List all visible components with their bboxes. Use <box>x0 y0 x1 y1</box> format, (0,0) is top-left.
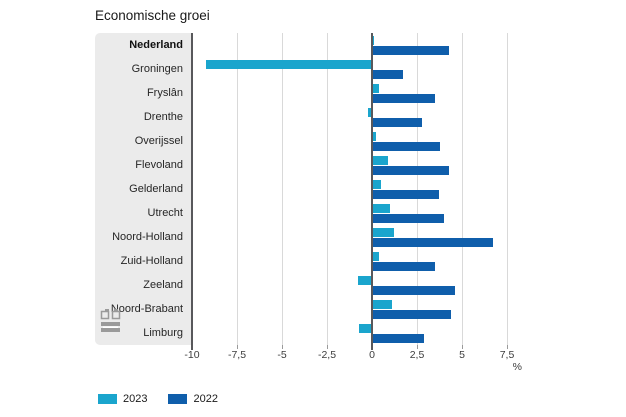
bar-2023-zuid-holland <box>372 252 380 261</box>
category-label-groningen: Groningen <box>131 63 183 75</box>
category-label-limburg: Limburg <box>143 327 183 339</box>
category-label-frysl-n: Fryslân <box>146 87 183 99</box>
gridline-5 <box>461 33 463 345</box>
legend-swatch-2023 <box>98 394 117 404</box>
buildings-pictogram-icon <box>100 309 121 332</box>
bar-2023-zeeland <box>357 276 372 285</box>
gridline--5 <box>281 33 283 345</box>
x-tick-label-5: 5 <box>459 349 465 361</box>
bar-2022-drenthe <box>372 118 423 127</box>
bar-2023-noord-holland <box>372 228 394 237</box>
chart-title: Economische groei <box>95 8 210 23</box>
legend-item-2023: 2023 <box>98 393 147 405</box>
x-tick-label--7.5: -7,5 <box>227 349 247 361</box>
bar-2022-overijssel <box>372 142 441 151</box>
tick--5 <box>281 345 283 349</box>
zero-axis-line <box>371 33 373 350</box>
category-label-zeeland: Zeeland <box>143 279 183 291</box>
category-label-drenthe: Drenthe <box>143 111 183 123</box>
bar-2023-noord-brabant <box>372 300 392 309</box>
bar-2022-zuid-holland <box>372 262 435 271</box>
category-label-utrecht: Utrecht <box>147 207 183 219</box>
x-axis: -10 -7,5 -5 -2,5 0 2,5 5 7,5 <box>184 349 541 363</box>
left-axis-line <box>191 33 193 350</box>
category-label-gelderland: Gelderland <box>129 183 183 195</box>
x-tick-label--2.5: -2,5 <box>317 349 337 361</box>
legend-item-2022: 2022 <box>168 393 218 405</box>
category-label-overijssel: Overijssel <box>134 135 183 147</box>
x-tick-label-0: 0 <box>369 349 375 361</box>
bar-2023-gelderland <box>372 180 381 189</box>
x-tick-label-7.5: 7,5 <box>499 349 515 361</box>
x-tick-label--5: -5 <box>277 349 287 361</box>
bar-2022-limburg <box>372 334 425 343</box>
tick-5 <box>461 345 463 349</box>
bar-2022-groningen <box>372 70 403 79</box>
bar-2022-zeeland <box>372 286 455 295</box>
tick--7.5 <box>236 345 238 349</box>
tick-2.5 <box>416 345 418 349</box>
x-tick-label--10: -10 <box>184 349 200 361</box>
gridline--7.5 <box>236 33 238 345</box>
bar-2023-groningen <box>206 60 372 69</box>
bar-2022-gelderland <box>372 190 439 199</box>
bar-2023-utrecht <box>372 204 390 213</box>
category-label-nederland: Nederland <box>129 39 183 51</box>
bar-2022-frysl-n <box>372 94 435 103</box>
gridline-7.5 <box>506 33 508 345</box>
bar-2023-limburg <box>359 324 372 333</box>
category-label-flevoland: Flevoland <box>135 159 183 171</box>
gridline-2.5 <box>416 33 418 345</box>
bar-2022-nederland <box>372 46 450 55</box>
plot-area <box>191 33 541 350</box>
tick-7.5 <box>506 345 508 349</box>
category-label-panel: Nederland Groningen Fryslân Drenthe Overijss… <box>95 33 192 345</box>
category-label-noord-holland: Noord-Holland <box>112 231 183 243</box>
legend: 2023 2022 <box>98 393 218 405</box>
legend-label-2023: 2023 <box>123 393 148 405</box>
axis-unit-label: % <box>512 361 522 373</box>
category-label-noord-brabant: Noord-Brabant <box>110 303 183 315</box>
legend-label-2022: 2022 <box>193 393 218 405</box>
bar-2022-flevoland <box>372 166 450 175</box>
bar-2022-noord-brabant <box>372 310 452 319</box>
category-label-zuid-holland: Zuid-Holland <box>120 255 183 267</box>
legend-swatch-2022 <box>168 394 188 404</box>
tick--2.5 <box>326 345 328 349</box>
bar-2023-overijssel <box>372 132 376 141</box>
bar-2022-utrecht <box>372 214 444 223</box>
bar-2022-noord-holland <box>372 238 493 247</box>
gridline--2.5 <box>326 33 328 345</box>
x-tick-label-2.5: 2,5 <box>409 349 425 361</box>
bar-2023-flevoland <box>372 156 389 165</box>
bar-2023-drenthe <box>368 108 372 117</box>
bar-2023-frysl-n <box>372 84 380 93</box>
